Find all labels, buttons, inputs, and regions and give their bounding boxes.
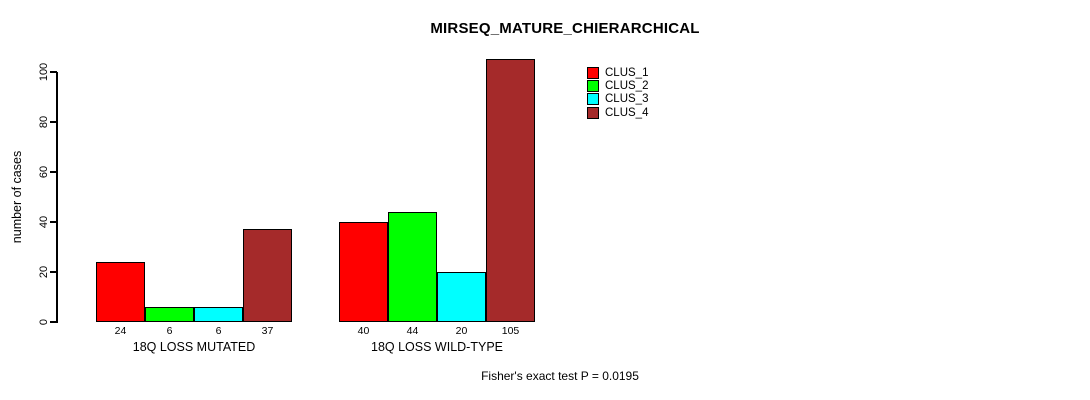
- bar-value-label: 6: [166, 325, 173, 337]
- legend-swatch-clus_1: [587, 66, 599, 79]
- legend: CLUS_1 CLUS_2 CLUS_3 CLUS_4: [587, 66, 648, 120]
- bar-value-label: 20: [455, 325, 468, 337]
- bar-clus_1-group1: [96, 262, 145, 322]
- y-axis-tick: [50, 121, 57, 123]
- bar-value-label: 44: [406, 325, 419, 337]
- y-axis-tick-label: 0: [38, 318, 50, 326]
- y-axis-tick: [50, 271, 57, 273]
- y-axis-tick: [50, 71, 57, 73]
- chart-title: MIRSEQ_MATURE_CHIERARCHICAL: [430, 20, 700, 37]
- category-label: 18Q LOSS MUTATED: [132, 340, 256, 354]
- bar-clus_2-group2: [388, 212, 437, 322]
- fisher-test-annotation: Fisher's exact test P = 0.0195: [481, 369, 639, 383]
- legend-item: CLUS_3: [587, 93, 648, 106]
- legend-label: CLUS_3: [605, 93, 649, 106]
- y-axis-line: [56, 71, 58, 323]
- y-axis-tick: [50, 171, 57, 173]
- bar-value-label: 37: [261, 325, 274, 337]
- category-label: 18Q LOSS WILD-TYPE: [371, 340, 503, 354]
- bar-clus_3-group1: [194, 307, 243, 322]
- bar-clus_3-group2: [437, 272, 486, 322]
- bar-value-label: 40: [357, 325, 370, 337]
- legend-item: CLUS_2: [587, 79, 649, 93]
- bar-value-label: 6: [215, 325, 222, 337]
- y-axis-tick-label: 20: [38, 265, 50, 279]
- legend-label: CLUS_2: [605, 80, 649, 93]
- legend-item: CLUS_1: [587, 66, 648, 79]
- legend-swatch-clus_2: [587, 80, 599, 93]
- bar-clus_4-group2: [486, 59, 535, 322]
- y-axis-tick-label: 60: [38, 165, 50, 179]
- y-axis-tick: [50, 321, 57, 323]
- legend-swatch-clus_3: [587, 93, 599, 106]
- bar-clus_1-group2: [339, 222, 388, 322]
- y-axis-tick-label: 80: [38, 115, 50, 129]
- legend-swatch-clus_4: [587, 106, 599, 119]
- bar-clus_4-group1: [243, 229, 292, 322]
- y-axis-tick: [50, 221, 57, 223]
- legend-label: CLUS_1: [605, 66, 649, 79]
- y-axis-tick-label: 100: [38, 62, 50, 82]
- bar-clus_2-group1: [145, 307, 194, 322]
- bar-value-label: 105: [501, 325, 520, 337]
- legend-label: CLUS_4: [605, 106, 649, 119]
- legend-item: CLUS_4: [587, 106, 648, 119]
- y-axis-tick-label: 40: [38, 215, 50, 229]
- y-axis-label: number of cases: [10, 150, 24, 244]
- bar-value-label: 24: [114, 325, 127, 337]
